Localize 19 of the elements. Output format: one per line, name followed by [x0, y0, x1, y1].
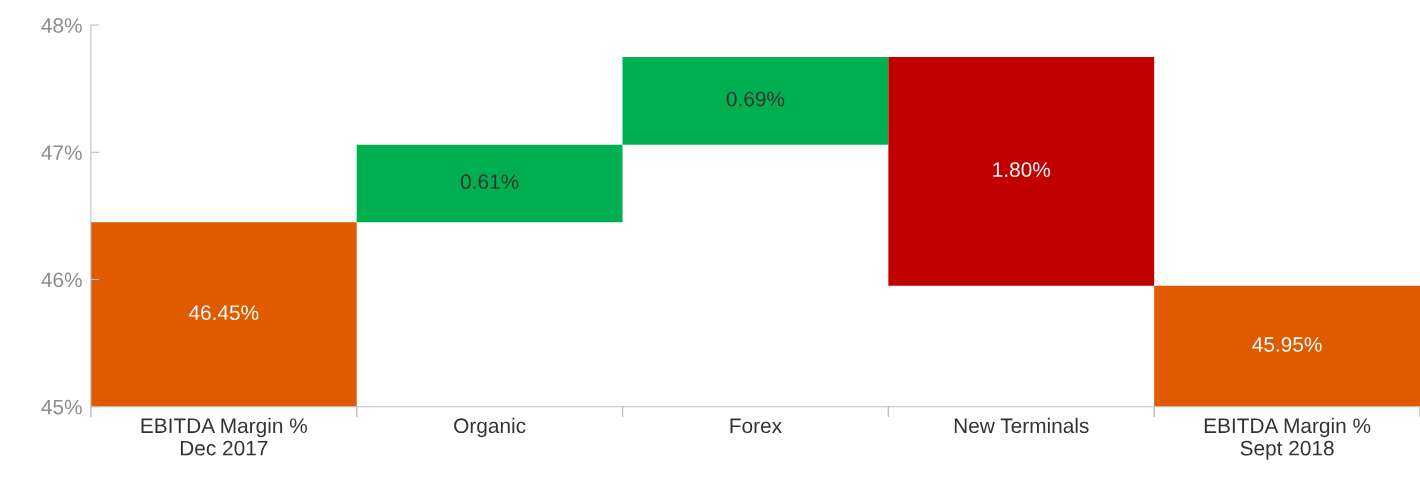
- bar: [888, 56, 1155, 286]
- data-label: 0.69%: [726, 91, 785, 107]
- y-tick-label: 47%: [41, 145, 82, 160]
- y-tick-label: 46%: [41, 272, 82, 288]
- y-tick-label: 48%: [41, 18, 82, 33]
- bar: [90, 222, 357, 407]
- bar: [1154, 285, 1420, 407]
- x-tick-label: Forex: [730, 418, 782, 434]
- data-label: 45.95%: [1252, 337, 1322, 352]
- data-label: 0.61%: [460, 174, 519, 190]
- x-tick-label: New Terminals: [954, 417, 1089, 434]
- y-tick-label: 45%: [41, 399, 82, 415]
- x-tick-label: EBITDA Margin % Dec 2017: [141, 417, 307, 456]
- data-label: 1.80%: [993, 162, 1051, 177]
- bar: [356, 144, 623, 223]
- bar: [622, 56, 889, 145]
- x-tick-label: Organic: [454, 417, 526, 438]
- data-label: 46.45%: [188, 305, 259, 321]
- x-tick-label: EBITDA Margin % Sept 2018: [1204, 417, 1371, 460]
